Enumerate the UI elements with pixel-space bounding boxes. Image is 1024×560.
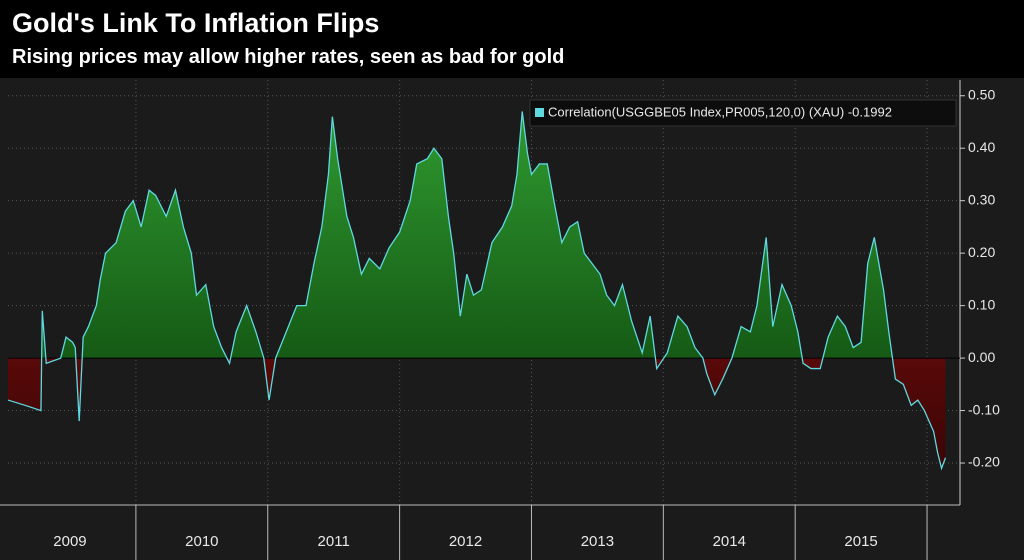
y-tick-label: 0.20 <box>968 244 995 260</box>
y-tick-label: -0.20 <box>968 454 1000 470</box>
x-tick-label: 2012 <box>449 533 482 550</box>
y-tick-label: 0.00 <box>968 349 995 365</box>
legend-box <box>529 99 957 127</box>
legend-label: Correlation(USGGBE05 Index,PR005,120,0) … <box>548 104 892 119</box>
y-tick-label: 0.10 <box>968 296 995 312</box>
series-line <box>7 111 947 471</box>
y-tick-label: 0.50 <box>968 86 995 102</box>
x-tick-label: 2013 <box>581 533 614 550</box>
positive-area <box>8 111 946 359</box>
y-tick-label: -0.10 <box>968 401 1000 417</box>
chart-subtitle: Rising prices may allow higher rates, se… <box>12 46 564 68</box>
y-tick-label: 0.40 <box>968 139 995 155</box>
x-tick-label: 2014 <box>713 533 746 550</box>
y-tick-label: 0.30 <box>968 191 995 207</box>
x-tick-label: 2010 <box>185 533 218 550</box>
x-tick-label: 2011 <box>318 533 350 550</box>
x-tick-label: 2009 <box>53 533 86 550</box>
positive-area-group <box>8 111 946 359</box>
x-tick-label: 2015 <box>844 533 877 550</box>
legend-swatch <box>535 108 544 117</box>
header-background <box>0 0 1024 78</box>
chart-title: Gold's Link To Inflation Flips <box>12 8 379 38</box>
